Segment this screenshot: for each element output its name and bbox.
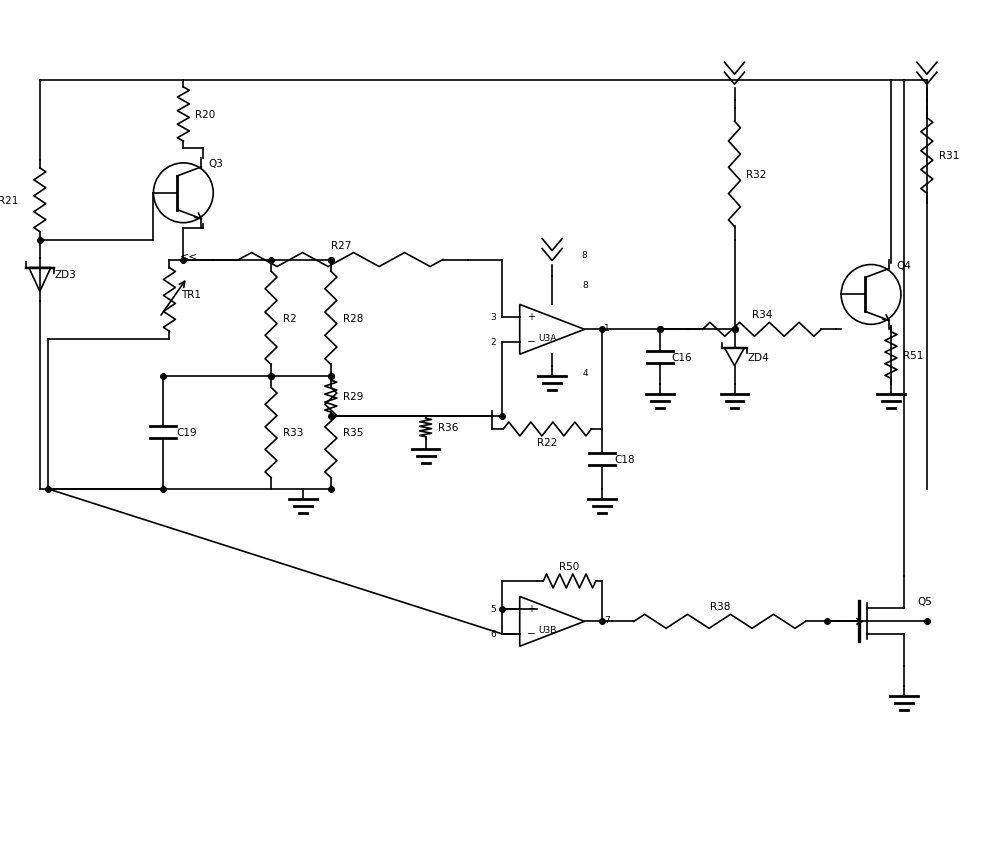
Text: R36: R36 — [438, 423, 458, 433]
Text: 8: 8 — [582, 251, 587, 260]
Text: R20: R20 — [195, 110, 216, 120]
Text: R28: R28 — [343, 313, 363, 323]
Text: R29: R29 — [343, 392, 363, 402]
Text: R32: R32 — [746, 170, 767, 180]
Text: U3A: U3A — [538, 333, 556, 343]
Text: Q3: Q3 — [208, 159, 223, 169]
Text: 6: 6 — [490, 630, 496, 639]
Text: +: + — [527, 311, 535, 322]
Text: 8: 8 — [583, 280, 588, 289]
Text: C19: C19 — [176, 428, 197, 438]
Text: 2: 2 — [490, 338, 496, 347]
Text: R33: R33 — [283, 428, 303, 438]
Text: Q4: Q4 — [896, 260, 911, 270]
Text: R21: R21 — [0, 196, 18, 205]
Text: R51: R51 — [903, 350, 923, 360]
Text: +: + — [527, 603, 535, 613]
Text: 3: 3 — [490, 313, 496, 322]
Text: 7: 7 — [604, 615, 610, 624]
Text: R2: R2 — [283, 313, 297, 323]
Text: 1: 1 — [604, 323, 610, 333]
Text: ZD4: ZD4 — [747, 352, 769, 362]
Text: −: − — [527, 628, 535, 638]
Text: Q5: Q5 — [917, 597, 932, 607]
Text: R27: R27 — [331, 241, 351, 251]
Text: U3B: U3B — [538, 625, 556, 634]
Text: −: − — [527, 337, 535, 346]
Polygon shape — [29, 268, 51, 292]
Text: R34: R34 — [752, 310, 772, 320]
Text: 5: 5 — [490, 604, 496, 614]
Text: ZD3: ZD3 — [55, 270, 77, 280]
Text: R35: R35 — [343, 428, 363, 438]
Text: R50: R50 — [559, 561, 580, 571]
Text: <<: << — [180, 252, 198, 262]
Text: R31: R31 — [939, 151, 959, 161]
Polygon shape — [725, 349, 744, 366]
Text: C18: C18 — [614, 454, 635, 464]
Text: 4: 4 — [583, 368, 588, 377]
Text: TR1: TR1 — [181, 290, 201, 300]
Text: C16: C16 — [672, 352, 692, 362]
Text: R38: R38 — [710, 602, 730, 612]
Text: R22: R22 — [537, 437, 558, 447]
